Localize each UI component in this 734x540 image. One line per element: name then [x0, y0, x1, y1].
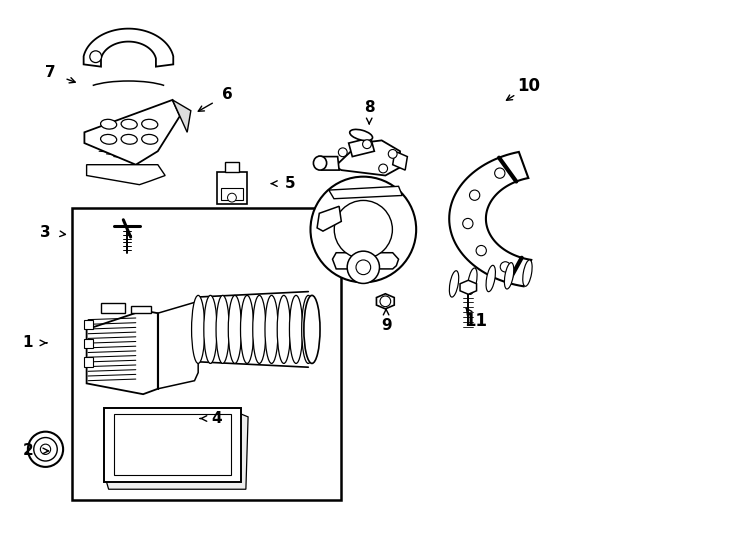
Circle shape — [334, 200, 393, 259]
Bar — [217, 172, 247, 204]
Polygon shape — [158, 302, 198, 389]
Circle shape — [228, 193, 236, 202]
Ellipse shape — [265, 295, 278, 363]
Bar — [131, 306, 151, 313]
Ellipse shape — [101, 134, 117, 144]
Bar — [221, 188, 243, 200]
Text: 5: 5 — [285, 176, 295, 191]
Text: 6: 6 — [222, 87, 233, 102]
Text: 3: 3 — [40, 225, 51, 240]
Polygon shape — [319, 157, 339, 170]
Polygon shape — [377, 294, 394, 309]
Circle shape — [347, 251, 379, 284]
Circle shape — [388, 150, 397, 158]
Text: 7: 7 — [45, 65, 55, 80]
Text: 9: 9 — [381, 318, 391, 333]
Circle shape — [356, 260, 371, 275]
Circle shape — [379, 164, 388, 173]
Ellipse shape — [304, 295, 320, 363]
Circle shape — [363, 140, 371, 149]
Ellipse shape — [204, 295, 217, 363]
Bar — [84, 320, 93, 329]
Polygon shape — [333, 253, 399, 269]
Ellipse shape — [313, 156, 327, 170]
Ellipse shape — [101, 119, 117, 129]
Ellipse shape — [523, 260, 532, 286]
Bar — [84, 339, 93, 348]
Ellipse shape — [277, 295, 291, 363]
Ellipse shape — [468, 268, 477, 294]
Circle shape — [90, 51, 101, 63]
Polygon shape — [393, 151, 407, 170]
Text: 4: 4 — [211, 411, 222, 426]
Polygon shape — [329, 186, 402, 199]
Ellipse shape — [192, 295, 205, 363]
Polygon shape — [460, 280, 476, 294]
Ellipse shape — [349, 130, 373, 140]
Polygon shape — [84, 29, 173, 66]
Circle shape — [40, 444, 51, 455]
Ellipse shape — [486, 265, 495, 292]
Ellipse shape — [142, 119, 158, 129]
Ellipse shape — [252, 295, 266, 363]
Ellipse shape — [142, 134, 158, 144]
Circle shape — [34, 437, 57, 461]
Polygon shape — [87, 165, 165, 185]
Bar — [101, 303, 125, 313]
Polygon shape — [104, 408, 241, 482]
Text: 11: 11 — [464, 312, 487, 330]
Ellipse shape — [449, 271, 459, 297]
Text: 10: 10 — [517, 77, 540, 96]
Ellipse shape — [228, 295, 241, 363]
Circle shape — [495, 168, 505, 178]
Circle shape — [476, 246, 487, 256]
Circle shape — [28, 431, 63, 467]
Circle shape — [470, 190, 480, 200]
Text: 1: 1 — [23, 335, 33, 350]
Text: 8: 8 — [364, 100, 374, 116]
Ellipse shape — [302, 295, 315, 363]
Text: 2: 2 — [23, 443, 33, 458]
Circle shape — [380, 296, 390, 307]
Bar — [72, 208, 341, 500]
Circle shape — [310, 177, 416, 282]
Ellipse shape — [121, 134, 137, 144]
Polygon shape — [317, 206, 341, 231]
Polygon shape — [84, 100, 180, 165]
Ellipse shape — [504, 262, 514, 289]
Polygon shape — [332, 140, 400, 176]
Polygon shape — [349, 138, 374, 157]
Ellipse shape — [241, 295, 254, 363]
Circle shape — [462, 218, 473, 228]
Ellipse shape — [289, 295, 302, 363]
Ellipse shape — [121, 119, 137, 129]
Polygon shape — [449, 152, 531, 286]
Circle shape — [338, 148, 347, 157]
Ellipse shape — [216, 295, 229, 363]
Circle shape — [500, 262, 510, 272]
Polygon shape — [106, 411, 248, 489]
Polygon shape — [172, 100, 191, 132]
Polygon shape — [114, 414, 231, 475]
Bar — [84, 357, 93, 367]
Bar — [225, 162, 239, 172]
Polygon shape — [87, 310, 158, 394]
